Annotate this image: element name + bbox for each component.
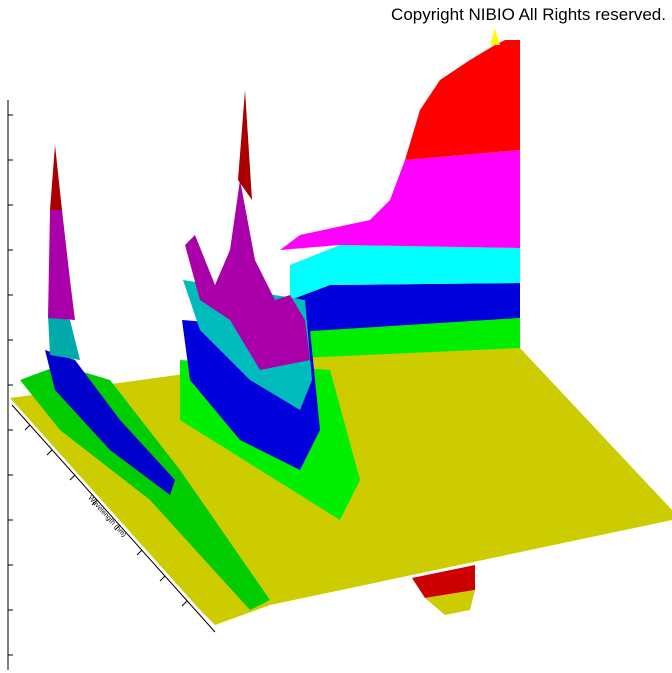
negative-peak xyxy=(412,565,475,615)
middle-peaks xyxy=(180,90,360,520)
copyright: Copyright NIBIO All Rights reserved. xyxy=(391,5,666,24)
wavelength-axis xyxy=(11,404,216,633)
vertical-axis xyxy=(7,100,13,670)
right-ridge xyxy=(280,28,520,362)
left-peak xyxy=(20,145,270,610)
